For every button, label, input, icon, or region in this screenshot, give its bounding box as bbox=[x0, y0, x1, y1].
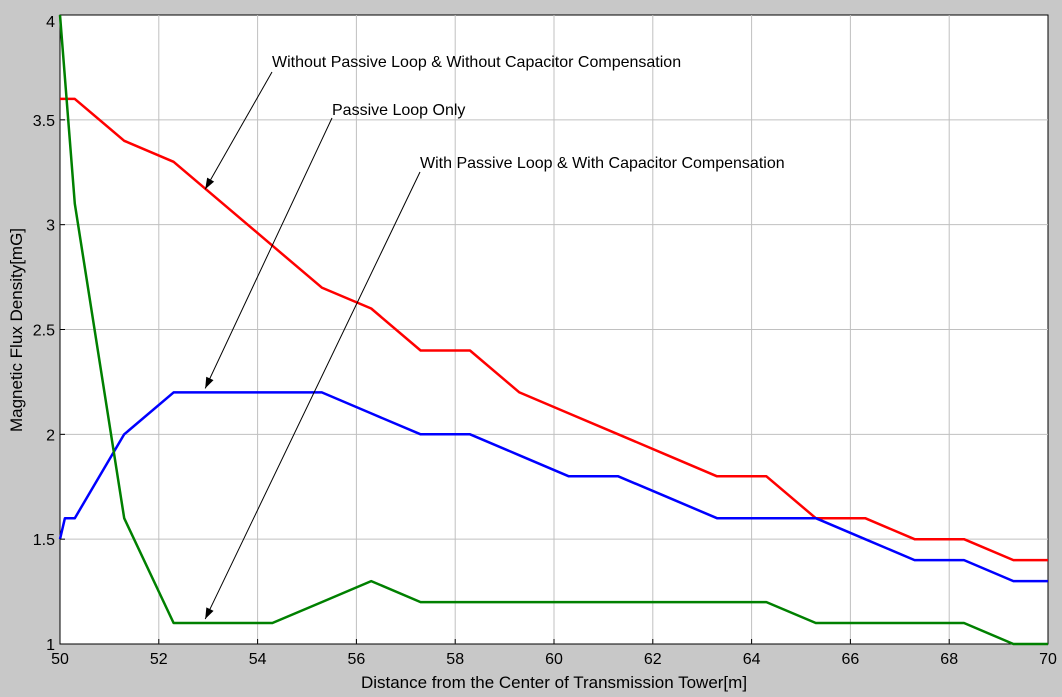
x-tick-label: 62 bbox=[644, 651, 662, 668]
annotation-loop-capacitor: With Passive Loop & With Capacitor Compe… bbox=[420, 155, 785, 172]
y-tick-label: 2 bbox=[46, 427, 55, 444]
x-axis-title: Distance from the Center of Transmission… bbox=[361, 673, 747, 692]
x-tick-label: 68 bbox=[940, 651, 958, 668]
series-line-green bbox=[58, 14, 1048, 646]
annotation-arrows bbox=[204, 71, 421, 620]
annotation-no-loop: Without Passive Loop & Without Capacitor… bbox=[272, 54, 681, 71]
arrow-passive-loop bbox=[204, 117, 333, 389]
x-tick-label: 64 bbox=[743, 651, 761, 668]
x-tick-label: 66 bbox=[842, 651, 860, 668]
y-tick-label: 2.5 bbox=[33, 323, 55, 340]
y-tick-label: 1.5 bbox=[33, 532, 55, 549]
x-tick-label: 50 bbox=[51, 651, 69, 668]
arrowhead-icon bbox=[205, 376, 214, 389]
series-line-blue bbox=[58, 391, 1048, 583]
series-line-red bbox=[60, 97, 1048, 562]
arrow-loop-capacitor bbox=[204, 171, 421, 620]
x-tick-label: 54 bbox=[249, 651, 267, 668]
arrow-no-loop bbox=[204, 71, 273, 190]
x-tick-label: 58 bbox=[446, 651, 464, 668]
y-axis-title: Magnetic Flux Density[mG] bbox=[7, 228, 26, 432]
arrowhead-icon bbox=[205, 607, 214, 620]
x-tick-label: 60 bbox=[545, 651, 563, 668]
x-tick-label: 56 bbox=[348, 651, 366, 668]
annotation-passive-loop: Passive Loop Only bbox=[332, 102, 465, 119]
grid-lines bbox=[60, 15, 1048, 644]
y-tick-label: 3 bbox=[46, 218, 55, 235]
x-tick-label: 70 bbox=[1039, 651, 1057, 668]
x-tick-labels: 50 52 54 56 58 60 62 64 66 68 70 bbox=[51, 639, 1057, 668]
arrowhead-icon bbox=[205, 177, 215, 190]
y-tick-label: 4 bbox=[46, 14, 55, 31]
x-tick-label: 52 bbox=[150, 651, 168, 668]
y-tick-label: 3.5 bbox=[33, 113, 55, 130]
y-tick-label: 1 bbox=[46, 637, 55, 654]
y-tick-labels: 1 1.5 2 2.5 3 3.5 4 bbox=[33, 14, 65, 654]
series-group bbox=[58, 14, 1048, 646]
